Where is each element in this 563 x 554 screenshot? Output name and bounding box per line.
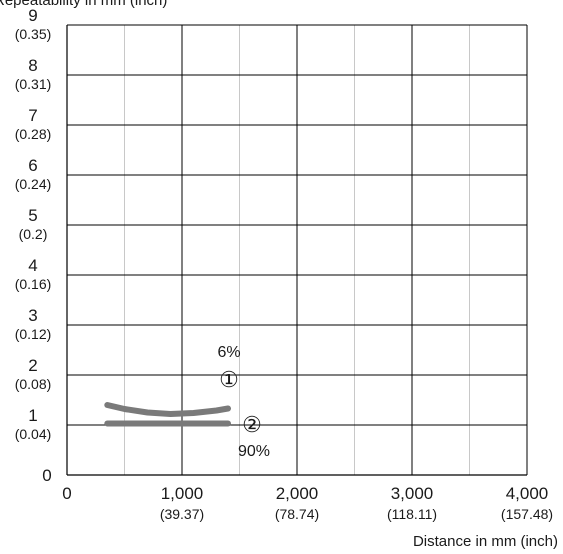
- y-tick-label: 2: [28, 356, 37, 375]
- x-tick-sublabel: (39.37): [160, 506, 204, 522]
- series-1-marker: ①: [219, 367, 239, 392]
- y-tick-label: 5: [28, 206, 37, 225]
- x-tick-label: 1,000: [161, 484, 204, 503]
- tick-labels: 01(0.04)2(0.08)3(0.12)4(0.16)5(0.2)6(0.2…: [15, 6, 553, 522]
- y-tick-label: 1: [28, 406, 37, 425]
- y-tick-sublabel: (0.16): [15, 276, 52, 292]
- y-tick-label: 9: [28, 6, 37, 25]
- axes: [66, 25, 527, 476]
- series-2-marker: ②: [242, 412, 262, 437]
- x-tick-sublabel: (157.48): [501, 506, 553, 522]
- x-tick-sublabel: (118.11): [387, 506, 437, 522]
- y-tick-sublabel: (0.24): [15, 176, 52, 192]
- series-line-1: [104, 402, 231, 417]
- series: [104, 402, 231, 427]
- y-tick-label: 7: [28, 106, 37, 125]
- y-tick-label: 3: [28, 306, 37, 325]
- x-tick-label: 4,000: [506, 484, 549, 503]
- y-tick-sublabel: (0.12): [15, 326, 52, 342]
- y-tick-sublabel: (0.35): [15, 26, 52, 42]
- y-tick-label: 4: [28, 256, 37, 275]
- y-tick-sublabel: (0.2): [19, 226, 48, 242]
- x-tick-label: 0: [62, 484, 71, 503]
- y-tick-label: 6: [28, 156, 37, 175]
- x-tick-label: 2,000: [276, 484, 319, 503]
- y-tick-sublabel: (0.04): [15, 426, 52, 442]
- series-2-note: 90%: [238, 443, 270, 460]
- annotations: 6% ①② 90%: [217, 344, 270, 460]
- y-tick-sublabel: (0.28): [15, 126, 52, 142]
- y-tick-sublabel: (0.31): [15, 76, 52, 92]
- y-tick-label: 0: [42, 466, 51, 485]
- x-tick-label: 3,000: [391, 484, 434, 503]
- x-tick-sublabel: (78.74): [275, 506, 319, 522]
- y-tick-sublabel: (0.08): [15, 376, 52, 392]
- x-axis-title: Distance in mm (inch): [413, 533, 558, 550]
- y-axis-title: Repeatability in mm (inch): [0, 0, 167, 9]
- y-tick-label: 8: [28, 56, 37, 75]
- series-1-note: 6%: [217, 344, 240, 361]
